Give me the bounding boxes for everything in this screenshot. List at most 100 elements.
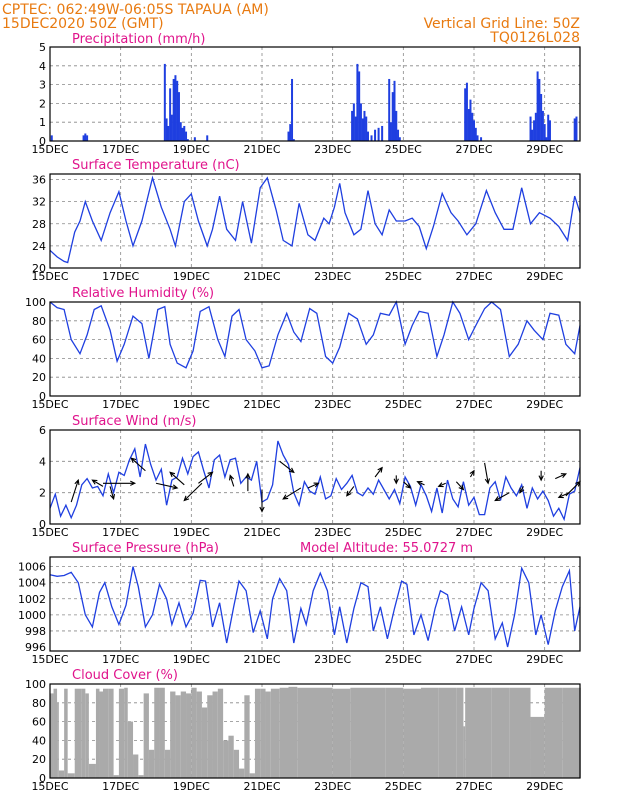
precip-bar [547, 114, 550, 141]
precip-bar [474, 127, 477, 141]
cloud-bar [201, 707, 208, 778]
cloud-bar [175, 695, 181, 778]
precip-bar [167, 125, 170, 141]
x-tick-label: 23DEC [314, 526, 351, 539]
wind-vector [109, 486, 116, 501]
precip-bar [84, 133, 87, 141]
wind-vector [416, 480, 425, 486]
plot-frame [49, 46, 581, 142]
y-tick-label: 20 [32, 753, 46, 766]
cloud-bar [332, 688, 351, 778]
precip-bar [361, 118, 364, 141]
wind-vector [519, 486, 525, 494]
cloud-bar [244, 695, 250, 778]
cloud-bar [438, 687, 457, 778]
cloud-bar [207, 695, 213, 778]
cloud-bar [113, 775, 119, 778]
precip-bar [289, 124, 292, 141]
x-tick-label: 23DEC [314, 398, 351, 411]
wind-vector [494, 492, 510, 502]
panel-1: 15DEC 17DEC 19DEC 21DEC 23DEC 25DEC 27DEC 29DEC… [31, 32, 581, 156]
x-tick-label: 15DEC [31, 780, 68, 793]
cloud-bar [58, 770, 65, 778]
y-tick-label: 6 [39, 424, 46, 437]
cloud-bar [350, 687, 368, 778]
precip-bar [352, 103, 355, 141]
precip-bar [398, 137, 401, 141]
x-tick-label: 23DEC [314, 780, 351, 793]
x-tick-label: 15DEC [31, 398, 68, 411]
cloud-bar [233, 749, 240, 778]
y-tick-label: 0 [39, 518, 46, 531]
wind-vector [198, 471, 214, 484]
x-tick-label: 19DEC [173, 143, 210, 156]
x-tick-label: 17DEC [102, 526, 139, 539]
precip-bar [389, 122, 392, 141]
cloud-bar [85, 693, 89, 778]
wind-vector [307, 482, 320, 489]
cloud-bar [50, 693, 54, 778]
cloud-bar [196, 691, 202, 778]
precip-bar [170, 114, 173, 141]
precip-bar [193, 137, 196, 141]
precip-bar [538, 78, 541, 141]
precip-bar [163, 63, 166, 141]
header-location: CPTEC: 062:49W-06:05S TAPAUA (AM) [2, 2, 269, 18]
y-tick-label: 40 [32, 352, 46, 365]
cloud-bar [228, 735, 234, 778]
panel-3: 15DEC 17DEC 19DEC 21DEC 23DEC 25DEC 27DEC 29DEC… [25, 286, 581, 411]
x-tick-label: 25DEC [385, 143, 422, 156]
x-tick-label: 21DEC [243, 780, 280, 793]
wind-vector [346, 486, 355, 497]
cloud-bar [270, 688, 280, 778]
precip-bar [183, 125, 186, 141]
cloud-bar [186, 693, 192, 778]
cloud-bar [180, 691, 187, 778]
precip-bar [476, 135, 479, 141]
y-tick-label: 20 [32, 262, 46, 275]
x-tick-label: 27DEC [455, 143, 492, 156]
x-tick-label: 17DEC [102, 398, 139, 411]
precip-bar [351, 110, 354, 141]
precip-bar [181, 127, 184, 141]
y-tick-label: 3 [39, 79, 46, 92]
x-tick-label: 19DEC [173, 526, 210, 539]
wind-vector [259, 489, 265, 513]
cloud-bar [118, 688, 125, 778]
cloud-bar [143, 693, 149, 778]
precip-bar [186, 139, 189, 141]
cloud-bar [81, 688, 86, 778]
wind-vector [437, 482, 446, 488]
x-tick-label: 17DEC [102, 780, 139, 793]
plot-frame [49, 301, 581, 397]
y-tick-label: 2 [39, 97, 46, 110]
wind-vector [183, 482, 203, 502]
header-datetime: 15DEC2020 50Z (GMT) [2, 16, 164, 32]
header-model-code: TQ0126L028 [489, 30, 580, 46]
precip-bar [172, 78, 175, 141]
cloud-bar [456, 687, 464, 778]
precip-bar [480, 137, 483, 141]
cloud-bar [315, 687, 333, 778]
precip-bar [548, 120, 551, 141]
cloud-bar [297, 687, 315, 778]
wind-vector [228, 474, 235, 487]
cloud-bar [103, 688, 109, 778]
y-tick-label: 24 [32, 240, 46, 253]
x-tick-label: 27DEC [455, 526, 492, 539]
panel-annotation: Model Altitude: 55.0727 m [300, 541, 473, 556]
plot-frame [49, 683, 581, 779]
cloud-bar [124, 687, 128, 778]
x-tick-label: 15DEC [31, 270, 68, 283]
cloud-bar [148, 749, 155, 778]
x-tick-label: 19DEC [173, 398, 210, 411]
x-tick-label: 15DEC [31, 526, 68, 539]
cloud-bar [138, 775, 144, 778]
wind-vector [484, 462, 491, 485]
precip-bar [377, 127, 380, 141]
y-tick-label: 2 [39, 487, 46, 500]
precip-bar [359, 103, 362, 141]
cloud-bar [465, 687, 474, 778]
